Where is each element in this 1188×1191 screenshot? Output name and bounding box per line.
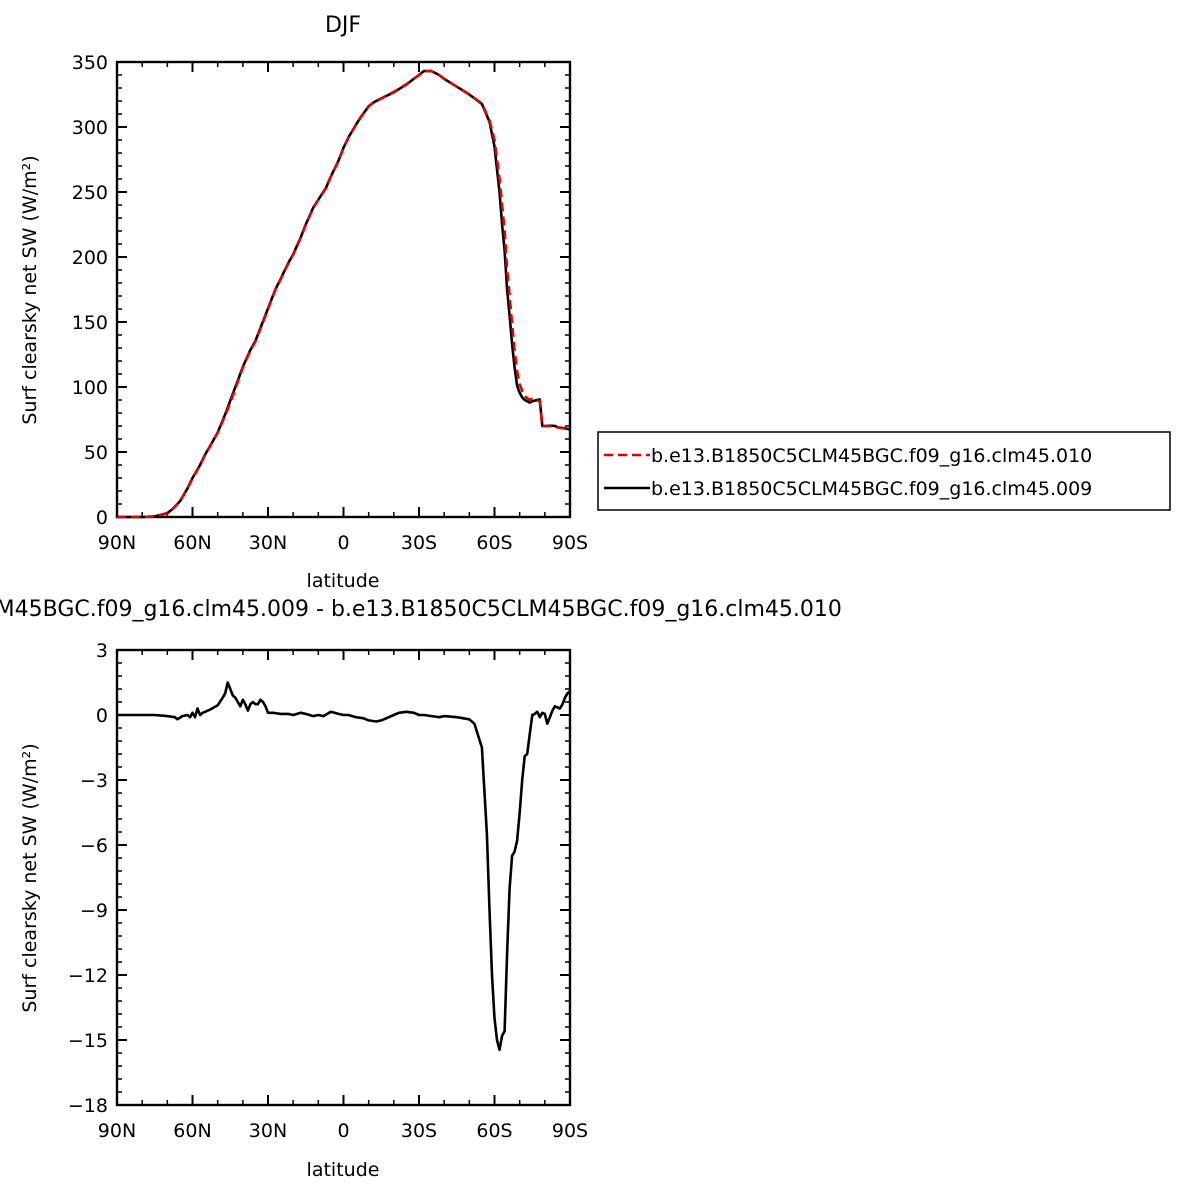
top-panel-series-line-1 (117, 69, 571, 519)
bottom-panel-y-tick-label: −6 (80, 835, 108, 857)
bottom-panel-series-line-1 (117, 681, 571, 1052)
top-panel-x-axis: 90N 60N 30N 0 30S 60S 90S (98, 62, 588, 554)
legend-label-series-1: b.e13.B1850C5CLM45BGC.f09_g16.clm45.010 (651, 445, 1092, 467)
bottom-panel-x-axis: 90N 60N 30N 0 30S 60S 90S (98, 650, 588, 1142)
bottom-panel-x-tick-label: 90S (552, 1120, 588, 1142)
top-panel-y-axis-label: Surf clearsky net SW (W/m²) (19, 155, 41, 424)
top-panel-title: DJF (325, 13, 361, 38)
top-panel-y-tick-label: 250 (72, 182, 108, 204)
legend: b.e13.B1850C5CLM45BGC.f09_g16.clm45.010 … (597, 431, 1171, 511)
top-panel-x-axis-label: latitude (307, 570, 380, 592)
top-panel-series (117, 69, 571, 519)
top-panel-y-tick-label: 150 (72, 312, 108, 334)
bottom-panel-title: b.e13.B1850C5CLM45BGC.f09_g16.clm45.009 … (0, 597, 842, 622)
bottom-panel-y-tick-label: 0 (96, 705, 108, 727)
bottom-panel-y-tick-label: −15 (68, 1030, 108, 1052)
bottom-panel-x-tick-label: 60N (173, 1120, 211, 1142)
bottom-panel-y-tick-label: −3 (80, 770, 108, 792)
top-panel-x-tick-label: 60N (173, 532, 211, 554)
bottom-panel: b.e13.B1850C5CLM45BGC.f09_g16.clm45.009 … (0, 597, 842, 1181)
top-panel-y-tick-label: 200 (72, 247, 108, 269)
bottom-panel-x-tick-label: 30S (401, 1120, 437, 1142)
legend-box (597, 431, 1171, 511)
bottom-panel-series (117, 681, 571, 1052)
bottom-panel-x-tick-label: 60S (476, 1120, 512, 1142)
bottom-panel-y-tick-label: −18 (68, 1095, 108, 1117)
top-panel-x-tick-label: 60S (476, 532, 512, 554)
bottom-panel-x-tick-label: 90N (98, 1120, 136, 1142)
bottom-panel-y-tick-label: −9 (80, 900, 108, 922)
top-panel-y-tick-label: 100 (72, 377, 108, 399)
bottom-panel-y-tick-label: −12 (68, 965, 108, 987)
top-panel: DJF 0 50 100 150 200 250 300 350 90N 60N 30N 0 30S 6… (19, 13, 1171, 592)
top-panel-series-line-2 (117, 69, 571, 519)
bottom-panel-y-axis-label: Surf clearsky net SW (W/m²) (19, 743, 41, 1012)
top-panel-y-tick-label: 350 (72, 52, 108, 74)
bottom-panel-x-axis-label: latitude (307, 1159, 380, 1181)
top-panel-x-tick-label: 90S (552, 532, 588, 554)
top-panel-x-tick-label: 30N (249, 532, 287, 554)
top-panel-x-tick-label: 90N (98, 532, 136, 554)
legend-label-series-2: b.e13.B1850C5CLM45BGC.f09_g16.clm45.009 (651, 478, 1092, 500)
top-panel-frame (115, 60, 572, 519)
top-panel-y-tick-label: 50 (84, 442, 108, 464)
bottom-panel-x-tick-label: 30N (249, 1120, 287, 1142)
bottom-panel-x-tick-label: 0 (337, 1120, 349, 1142)
bottom-panel-y-axis: −18 −15 −12 −9 −6 −3 0 3 (68, 640, 570, 1117)
top-panel-y-tick-label: 300 (72, 117, 108, 139)
bottom-panel-y-tick-label: 3 (96, 640, 108, 662)
top-panel-x-tick-label: 30S (401, 532, 437, 554)
top-panel-y-axis: 0 50 100 150 200 250 300 350 (72, 52, 570, 529)
top-panel-y-tick-label: 0 (96, 507, 108, 529)
top-panel-x-tick-label: 0 (337, 532, 349, 554)
